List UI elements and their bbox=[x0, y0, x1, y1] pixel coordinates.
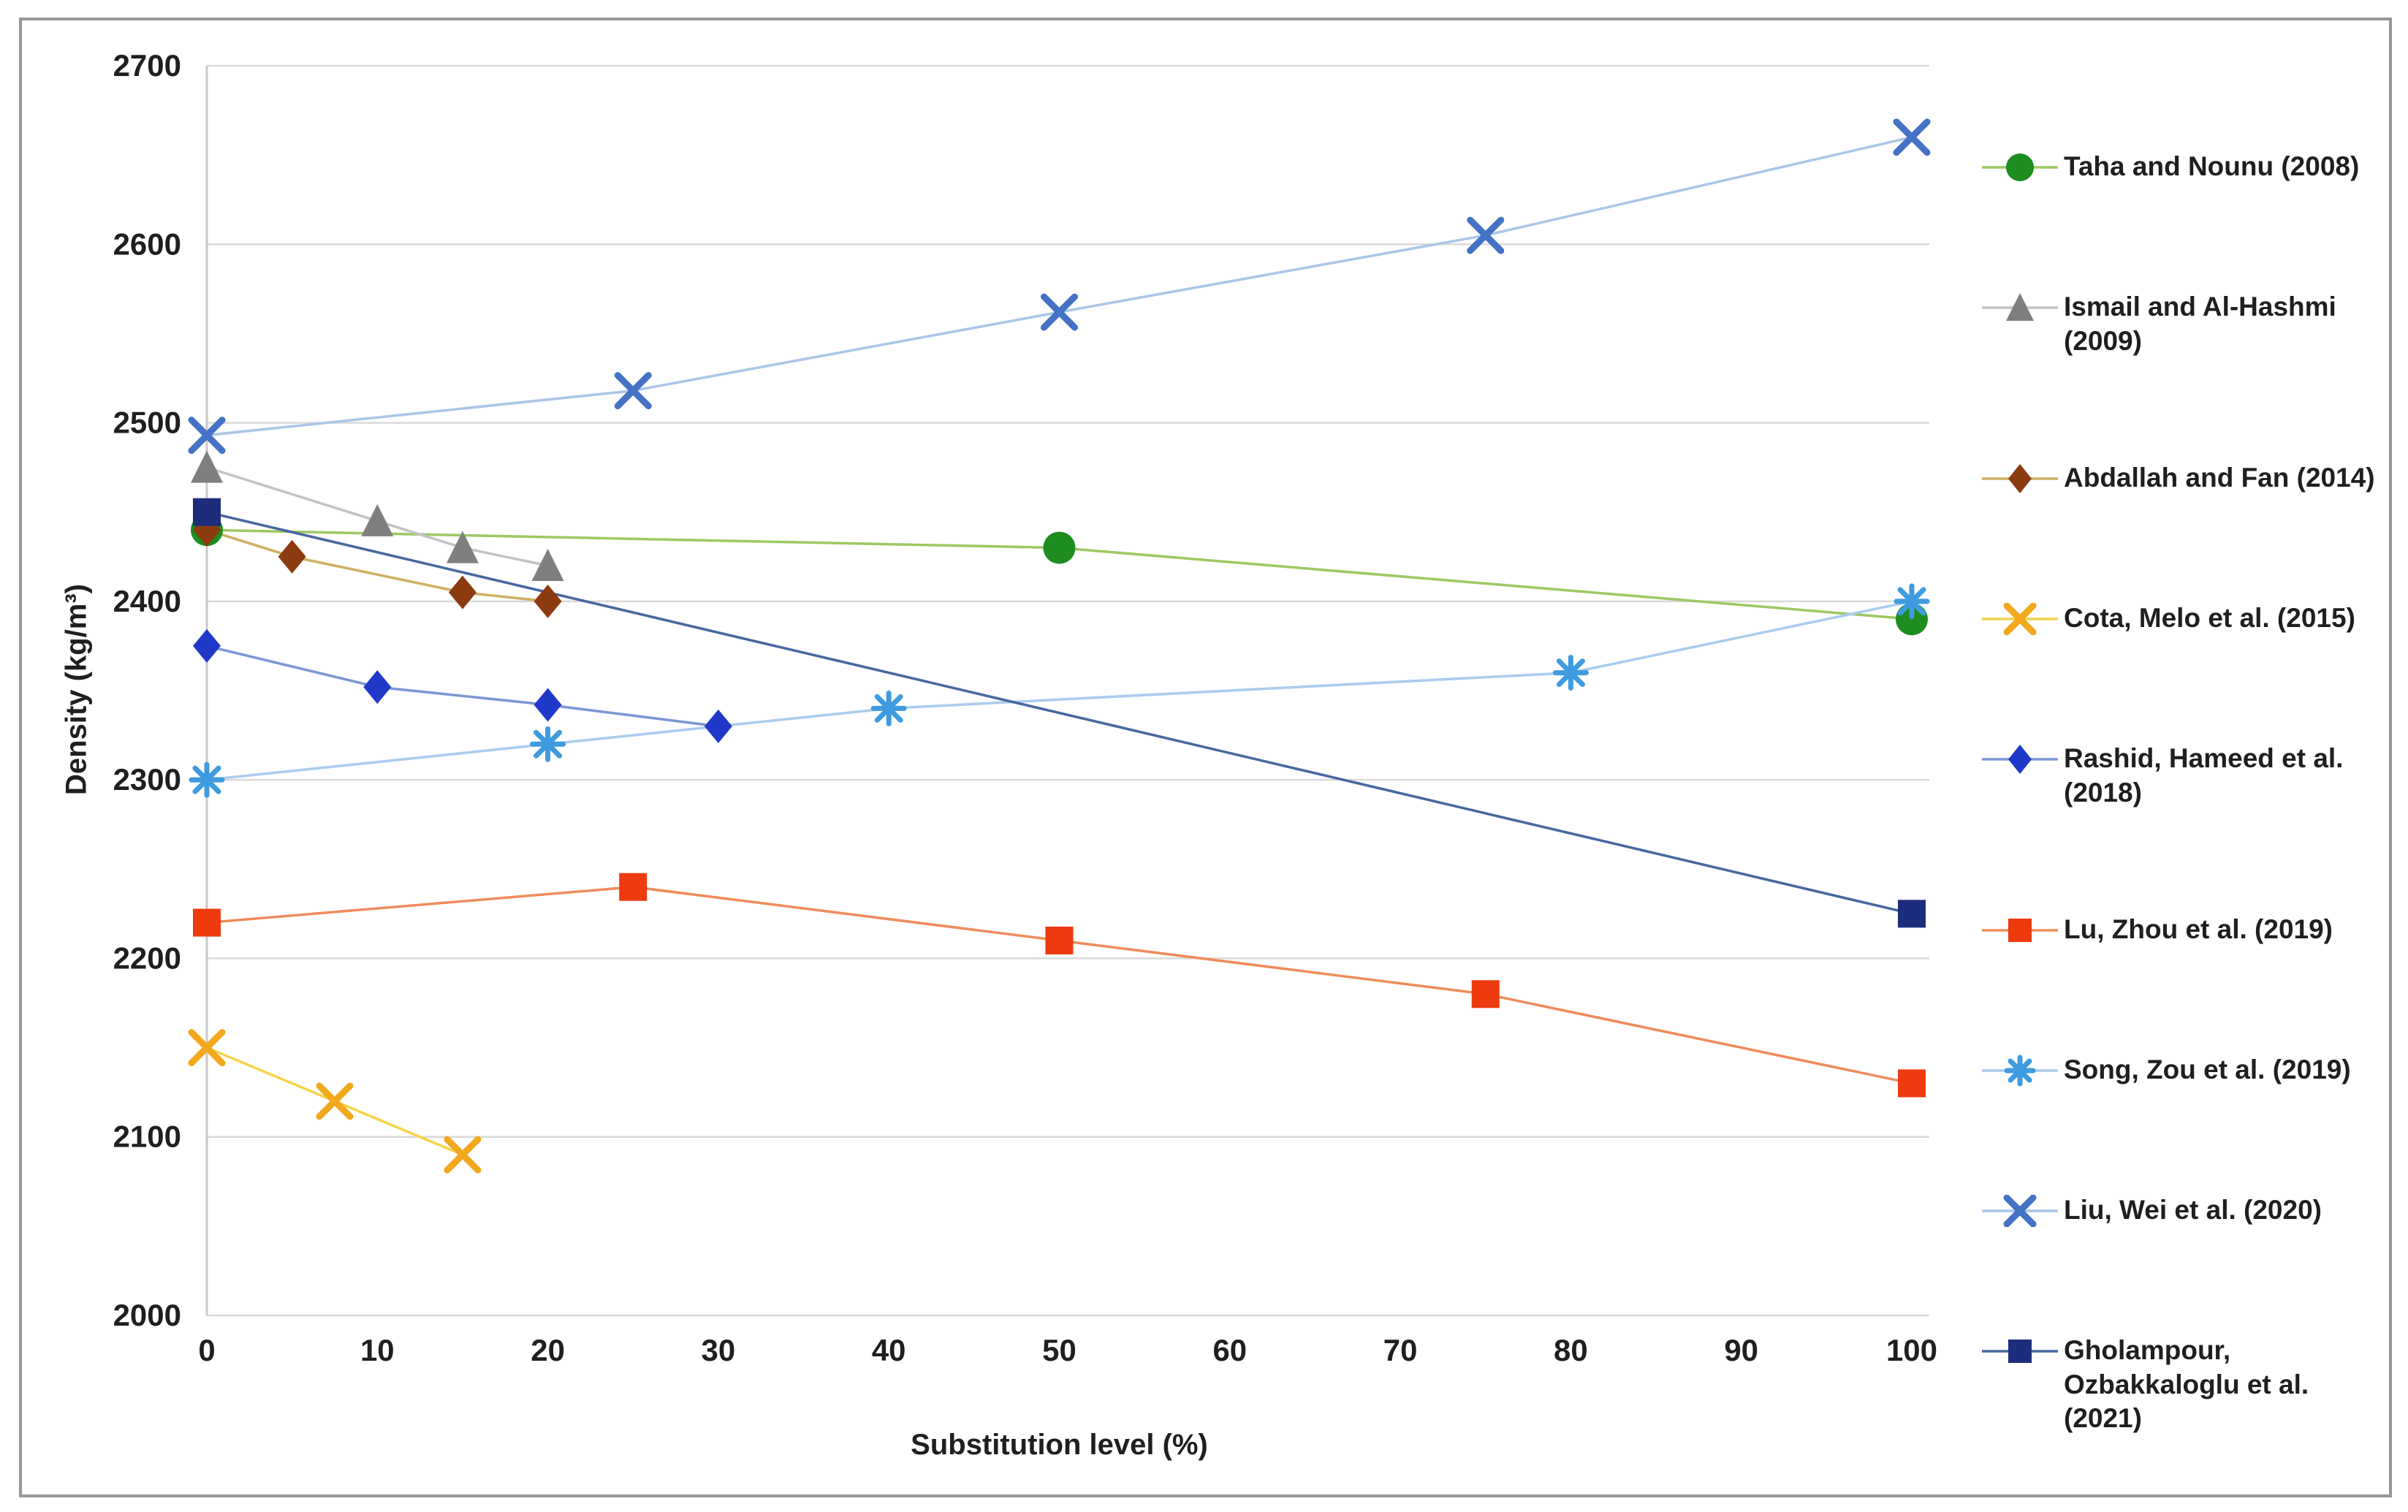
x-tick-label: 0 bbox=[198, 1333, 215, 1367]
legend-label: Gholampour, Ozbakkaloglu et al. (2021) bbox=[2064, 1335, 2309, 1434]
x-axis-title: Substitution level (%) bbox=[911, 1429, 1208, 1461]
marker bbox=[619, 873, 647, 901]
legend-label: Song, Zou et al. (2019) bbox=[2064, 1055, 2351, 1085]
legend-item: Taha and Nounu (2008) bbox=[1982, 150, 2402, 187]
marker bbox=[193, 628, 221, 663]
marker bbox=[193, 908, 221, 937]
x-tick-label: 30 bbox=[702, 1333, 736, 1367]
legend-item: Cota, Melo et al. (2015) bbox=[1982, 601, 2402, 639]
legend-item: Gholampour, Ozbakkaloglu et al. (2021) bbox=[1982, 1334, 2402, 1436]
marker bbox=[704, 709, 732, 743]
legend-label: Lu, Zhou et al. (2019) bbox=[2064, 914, 2333, 945]
x-tick-label: 80 bbox=[1554, 1333, 1588, 1367]
x-tick-label: 70 bbox=[1383, 1333, 1418, 1367]
x-tick-label: 10 bbox=[360, 1333, 395, 1367]
legend: Taha and Nounu (2008) Ismail and Al-Hashm… bbox=[1982, 150, 2402, 1436]
marker bbox=[2004, 1055, 2036, 1087]
marker bbox=[448, 575, 476, 609]
legend-item: Song, Zou et al. (2019) bbox=[1982, 1053, 2402, 1090]
legend-item: Ismail and Al-Hashmi (2009) bbox=[1982, 290, 2402, 358]
legend-label: Liu, Wei et al. (2020) bbox=[2064, 1195, 2322, 1226]
x-tick-label: 100 bbox=[1886, 1333, 1937, 1367]
marker bbox=[444, 1136, 482, 1174]
square-legend-marker-icon bbox=[1982, 914, 2064, 950]
marker bbox=[1893, 118, 1931, 156]
legend-label: Cota, Melo et al. (2015) bbox=[2064, 603, 2355, 634]
marker bbox=[1045, 927, 1074, 954]
marker bbox=[1898, 900, 1926, 928]
series-line-7 bbox=[206, 136, 1913, 437]
series-line-6 bbox=[206, 600, 1913, 781]
x-tick-label: 90 bbox=[1724, 1333, 1758, 1367]
x-tick-label: 60 bbox=[1212, 1333, 1247, 1367]
legend-label: Taha and Nounu (2008) bbox=[2064, 151, 2360, 181]
marker bbox=[446, 531, 479, 563]
series-line-2 bbox=[206, 528, 548, 603]
marker bbox=[361, 504, 394, 536]
y-tick-label: 2400 bbox=[113, 584, 181, 618]
marker bbox=[193, 498, 221, 526]
marker bbox=[1471, 980, 1500, 1008]
y-tick-label: 2700 bbox=[113, 48, 181, 83]
legend-item: Rashid, Hameed et al. (2018) bbox=[1982, 742, 2402, 810]
marker bbox=[1041, 293, 1078, 331]
x-tick-label: 50 bbox=[1042, 1333, 1076, 1367]
y-tick-label: 2500 bbox=[113, 406, 181, 440]
y-tick-label: 2100 bbox=[113, 1120, 181, 1154]
marker bbox=[614, 372, 652, 410]
marker bbox=[533, 584, 562, 618]
legend-label: Ismail and Al-Hashmi (2009) bbox=[2064, 291, 2336, 356]
marker bbox=[2003, 602, 2037, 636]
x-tick-label: 20 bbox=[531, 1333, 565, 1367]
y-tick-label: 2300 bbox=[113, 762, 181, 797]
y-axis-title: Density (kg/m³) bbox=[60, 584, 93, 795]
legend-item: Lu, Zhou et al. (2019) bbox=[1982, 913, 2402, 950]
marker bbox=[530, 726, 566, 762]
legend-label: Abdallah and Fan (2014) bbox=[2064, 463, 2375, 493]
marker bbox=[1898, 1069, 1926, 1098]
y-tick-label: 2000 bbox=[113, 1298, 181, 1332]
circle-legend-marker-icon bbox=[1982, 151, 2064, 187]
marker bbox=[2006, 292, 2034, 321]
marker bbox=[188, 417, 226, 455]
legend-label: Rashid, Hameed et al. (2018) bbox=[2064, 743, 2344, 808]
series-line-5 bbox=[206, 885, 1913, 1085]
marker bbox=[188, 1029, 226, 1067]
square-legend-marker-icon bbox=[1982, 1335, 2064, 1371]
marker bbox=[1552, 655, 1589, 691]
marker bbox=[1467, 216, 1505, 254]
series-line-8 bbox=[206, 511, 1913, 916]
x-legend-marker-icon bbox=[1982, 602, 2064, 639]
marker bbox=[191, 450, 223, 483]
diamond-legend-marker-icon bbox=[1982, 743, 2064, 779]
marker bbox=[2008, 464, 2032, 494]
diamond-legend-marker-icon bbox=[1982, 463, 2064, 498]
marker bbox=[1043, 531, 1076, 564]
y-tick-label: 2200 bbox=[113, 941, 181, 975]
marker bbox=[870, 690, 907, 726]
marker bbox=[2008, 745, 2032, 775]
marker bbox=[278, 539, 306, 574]
marker bbox=[2003, 1194, 2037, 1228]
triangle-legend-marker-icon bbox=[1982, 292, 2064, 327]
marker bbox=[363, 670, 392, 704]
marker bbox=[1894, 583, 1930, 620]
marker bbox=[2008, 919, 2032, 943]
asterisk-legend-marker-icon bbox=[1982, 1055, 2064, 1090]
marker bbox=[533, 688, 562, 722]
marker bbox=[316, 1082, 354, 1120]
legend-item: Abdallah and Fan (2014) bbox=[1982, 461, 2402, 498]
legend-item: Liu, Wei et al. (2020) bbox=[1982, 1193, 2402, 1231]
y-tick-label: 2600 bbox=[113, 227, 181, 261]
marker bbox=[531, 549, 564, 581]
series-line-1 bbox=[206, 466, 548, 567]
marker bbox=[2006, 153, 2034, 181]
x-tick-label: 40 bbox=[872, 1333, 906, 1367]
x-legend-marker-icon bbox=[1982, 1194, 2064, 1231]
marker bbox=[2008, 1340, 2032, 1364]
marker bbox=[189, 761, 225, 798]
series-line-4 bbox=[206, 645, 719, 728]
